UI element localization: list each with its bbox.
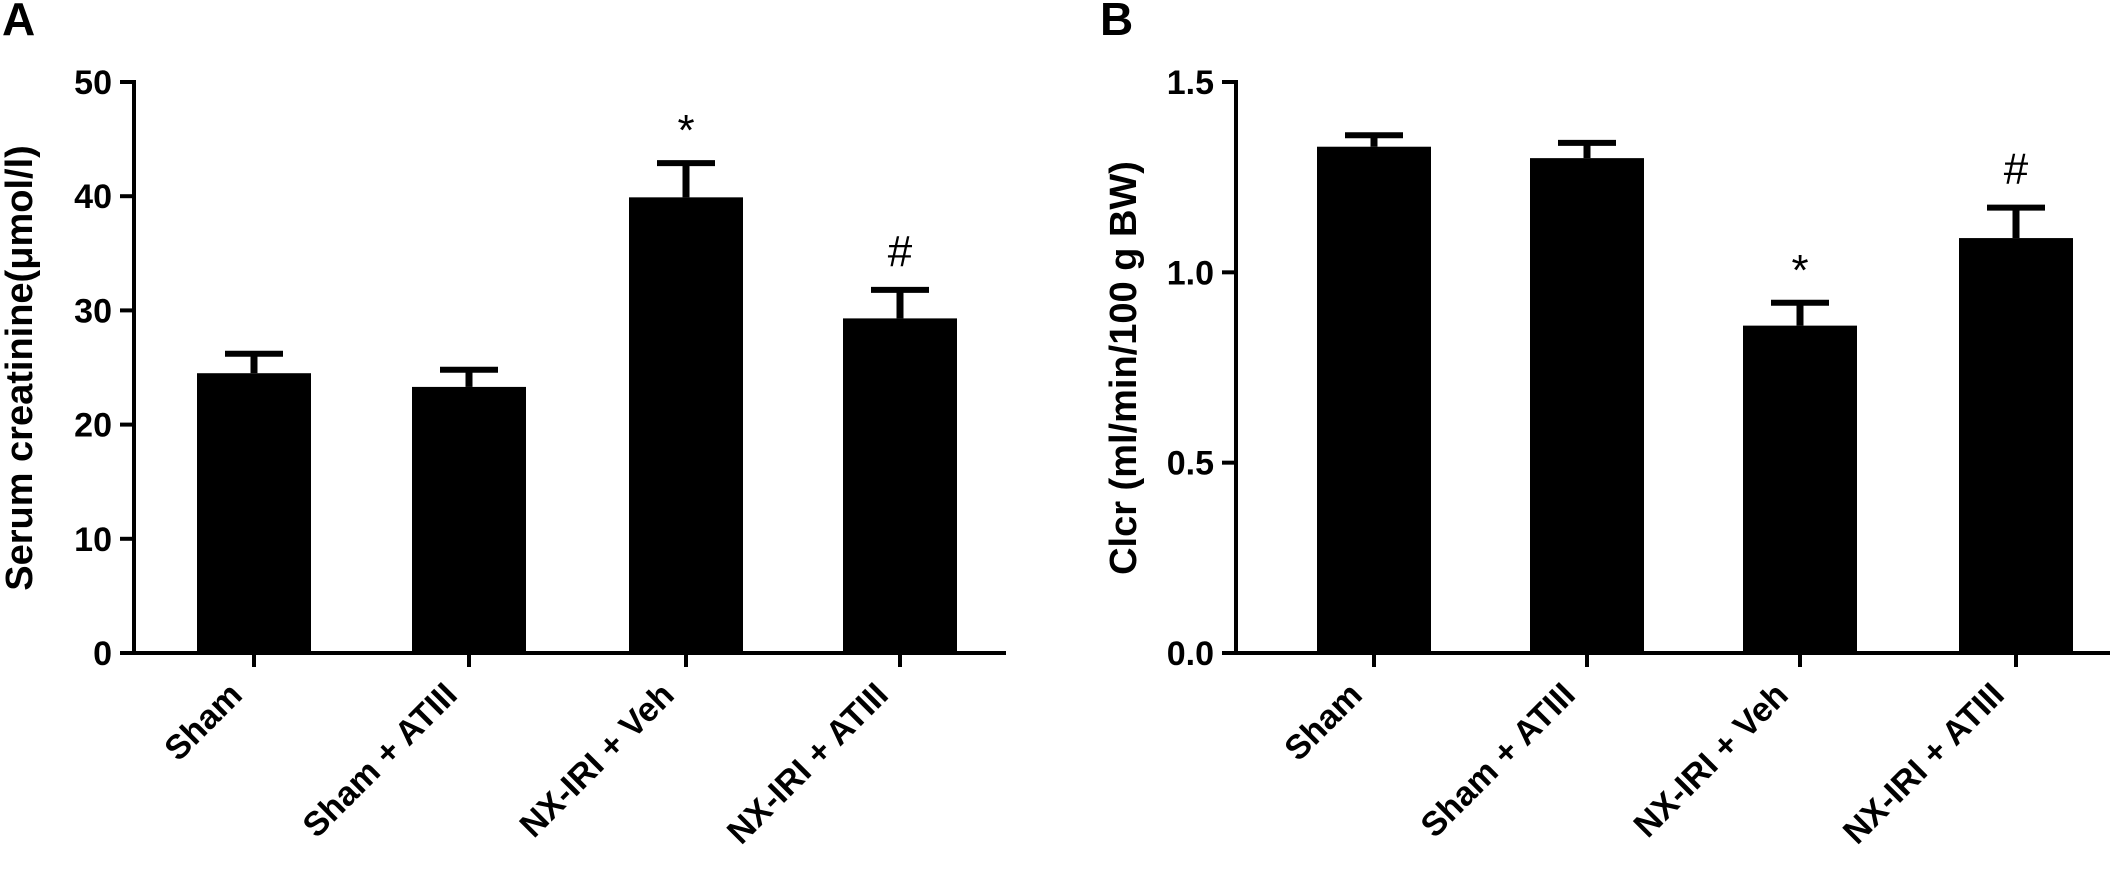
bar [1530,158,1644,653]
bar [412,386,526,653]
significance-asterisk: * [1791,246,1808,295]
x-tick-label: NX-IRI + Veh [1626,676,1795,845]
y-tick-label: 0.0 [1167,635,1214,673]
bar [629,197,743,654]
x-tick-label: NX-IRI + Veh [512,676,681,845]
y-tick-label: 10 [74,521,112,559]
y-tick-label: 30 [74,292,112,330]
panel-label: A [2,0,35,45]
y-tick-label: 0.5 [1167,445,1214,483]
x-tick-label: Sham + ATIII [1414,676,1583,845]
y-tick-label: 1.5 [1167,64,1214,102]
y-tick-label: 20 [74,407,112,445]
x-tick-label: NX-IRI + ATIII [1836,676,2012,852]
y-tick-label: 1.0 [1167,254,1214,292]
bar [197,373,311,653]
y-tick-label: 0 [93,635,112,673]
y-axis-label: Serum creatinine(μmol/l) [0,145,41,591]
significance-hash: # [888,227,913,276]
y-tick-label: 40 [74,178,112,216]
x-tick-label: Sham [1277,676,1369,768]
y-axis-label: Clcr (ml/min/100 g BW) [1103,161,1145,575]
chart-panel-b: B Clcr (ml/min/100 g BW) * #0.0 0.5 1.0 1.5 Sha… [1100,0,2110,852]
significance-asterisk: * [677,106,694,155]
x-tick-label: Sham [157,676,249,768]
panel-label: B [1100,0,1133,45]
significance-hash: # [2004,145,2029,194]
x-tick-label: NX-IRI + ATIII [720,676,896,852]
y-tick-label: 50 [74,64,112,102]
bar [1743,325,1857,653]
bar [1959,238,2073,653]
chart-panel-a: A Serum creatinine(μmol/l) * #0 10 20 30 40 50 Sh… [0,0,1006,852]
x-tick-label: Sham + ATIII [296,676,465,845]
bar [843,318,957,653]
bar [1317,146,1431,654]
